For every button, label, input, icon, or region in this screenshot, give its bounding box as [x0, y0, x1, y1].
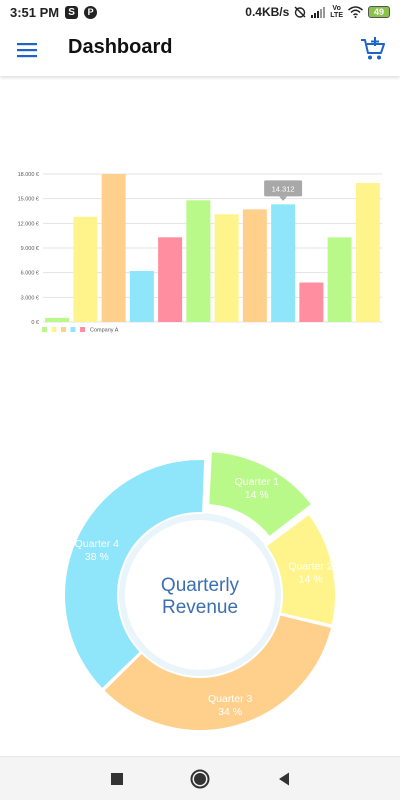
- tooltip-value: 14.312: [272, 184, 295, 193]
- battery-icon: 49: [368, 6, 390, 18]
- bar: [299, 282, 324, 322]
- bar: [242, 209, 267, 322]
- y-tick-label: 12.000 €: [18, 221, 39, 227]
- skype-notification-icon: S: [65, 5, 79, 19]
- page-title: Dashboard: [68, 36, 173, 58]
- recents-square-icon[interactable]: [105, 767, 129, 791]
- tooltip-arrow: [279, 196, 288, 201]
- slice-value: 34 %: [218, 706, 242, 718]
- add-to-cart-icon[interactable]: [360, 36, 386, 62]
- app-bar: Dashboard: [0, 24, 400, 76]
- volte-indicator: Vo LTE: [330, 5, 343, 19]
- bar: [129, 271, 154, 322]
- y-tick-label: 3.000 €: [21, 295, 39, 301]
- back-triangle-icon[interactable]: [272, 767, 296, 791]
- bar: [271, 204, 296, 322]
- bar: [214, 214, 239, 322]
- slice-value: 14 %: [245, 489, 269, 501]
- tooltip-box: [264, 180, 303, 197]
- home-circle-icon[interactable]: [188, 767, 212, 791]
- slice-label: Quarter 4: [75, 538, 120, 550]
- status-time: 3:51 PM: [10, 4, 60, 20]
- slice-label: Quarter 3: [208, 693, 253, 705]
- volte-top: Vo: [332, 5, 341, 12]
- legend-swatch: [42, 327, 47, 332]
- bar: [45, 317, 70, 322]
- donut-center-label: Revenue: [162, 597, 238, 618]
- monthly-revenue-bar-chart: 0 € 3.000 € 6.000 € 9.000 € 12.000 € 15.000 €…: [18, 172, 382, 334]
- bar: [101, 174, 126, 322]
- legend-swatch: [51, 327, 57, 332]
- status-bar: 3:51 PM S P 0.4KB/s Vo LTE: [0, 0, 400, 24]
- legend-swatch: [70, 327, 76, 332]
- network-speed: 0.4KB/s: [245, 5, 290, 19]
- donut-slice: [101, 613, 334, 732]
- y-tick-label: 0 €: [31, 320, 39, 326]
- y-tick-label: 15.000 €: [18, 197, 39, 203]
- bar: [186, 200, 211, 322]
- signal-icon: [311, 7, 326, 18]
- status-left: 3:51 PM S P: [10, 4, 98, 20]
- y-tick-label: 18.000 €: [18, 172, 39, 178]
- slice-label: Quarter 1: [235, 476, 280, 488]
- hamburger-menu-icon[interactable]: [16, 39, 38, 61]
- slice-value: 14 %: [299, 574, 323, 586]
- donut-center-label: Quarterly: [161, 575, 240, 596]
- alarm-off-icon: [294, 6, 306, 18]
- y-tick-label: 6.000 €: [21, 271, 39, 277]
- quarterly-revenue-donut-chart: Quarter 114 %Quarter 214 %Quarter 334 %Q…: [63, 450, 337, 732]
- legend-swatch: [61, 327, 66, 332]
- legend-label: Company A: [90, 328, 119, 334]
- donut-hole: [125, 520, 275, 670]
- status-right: 0.4KB/s Vo LTE 49: [245, 5, 390, 19]
- wifi-icon: [348, 6, 363, 18]
- donut-slice: [207, 450, 314, 539]
- y-tick-label: 9.000 €: [21, 246, 39, 252]
- pinterest-notification-icon: P: [84, 5, 98, 19]
- donut-slice: [63, 458, 207, 691]
- bar: [327, 237, 352, 322]
- slice-value: 38 %: [85, 551, 109, 563]
- bar: [158, 237, 183, 322]
- bar: [73, 216, 98, 322]
- slice-label: Quarter 2: [288, 561, 333, 573]
- system-navigation-bar: [0, 756, 400, 800]
- volte-bottom: LTE: [330, 12, 343, 19]
- donut-slice: [264, 512, 337, 627]
- bar: [355, 183, 380, 322]
- legend-swatch: [80, 327, 85, 332]
